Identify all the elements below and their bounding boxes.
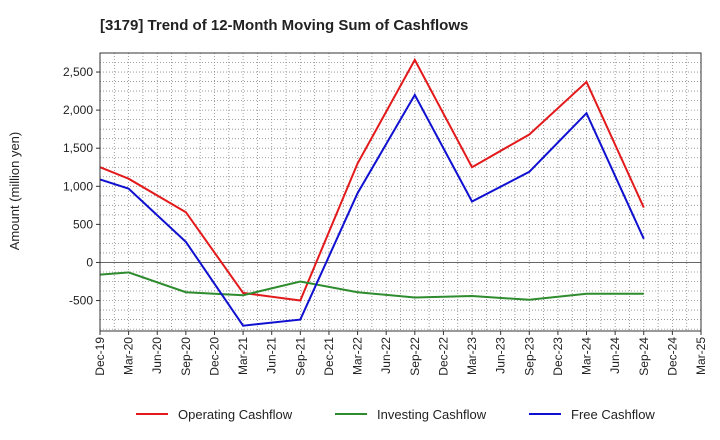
x-tick-label: Dec-23 bbox=[551, 337, 565, 376]
legend-label: Free Cashflow bbox=[571, 407, 655, 422]
series-lines bbox=[99, 57, 645, 327]
plot-frame bbox=[99, 52, 702, 332]
grid-lines bbox=[99, 52, 702, 331]
x-tick-label: Sep-22 bbox=[408, 337, 422, 376]
x-tick-label: Mar-22 bbox=[351, 337, 365, 375]
y-tick-label: 0 bbox=[86, 255, 93, 269]
legend-label: Investing Cashflow bbox=[377, 407, 487, 422]
y-tick-label: 1,500 bbox=[63, 141, 93, 155]
x-tick-label: Dec-24 bbox=[665, 337, 679, 376]
y-tick-label: -500 bbox=[69, 294, 93, 308]
x-tick-label: Mar-24 bbox=[580, 337, 594, 375]
x-tick-label: Dec-20 bbox=[207, 337, 221, 376]
x-tick-label: Sep-20 bbox=[179, 337, 193, 376]
plot-border bbox=[99, 52, 702, 332]
legend-item-operating-cashflow: Operating Cashflow bbox=[136, 407, 293, 422]
y-tick-label: 2,500 bbox=[63, 65, 93, 79]
x-tick-label: Sep-21 bbox=[293, 337, 307, 376]
legend-item-free-cashflow: Free Cashflow bbox=[529, 407, 655, 422]
y-tick-label: 2,000 bbox=[63, 103, 93, 117]
y-tick-label: 500 bbox=[73, 217, 93, 231]
x-tick-label: Jun-24 bbox=[608, 337, 622, 374]
series-line-operating-cashflow bbox=[99, 57, 645, 302]
x-tick-label: Mar-25 bbox=[694, 337, 708, 375]
y-axis-label: Amount (million yen) bbox=[7, 132, 22, 251]
x-tick-label: Jun-21 bbox=[265, 337, 279, 374]
chart-title: [3179] Trend of 12-Month Moving Sum of C… bbox=[100, 17, 468, 34]
series-line-investing-cashflow bbox=[99, 271, 644, 301]
x-tick-label: Dec-21 bbox=[322, 337, 336, 376]
x-tick-label: Mar-20 bbox=[122, 337, 136, 375]
x-tick-label: Jun-22 bbox=[379, 337, 393, 374]
x-tick-label: Jun-20 bbox=[150, 337, 164, 374]
y-axis-ticks: -500 0 500 1,000 1,500 2,000 2,500 bbox=[63, 65, 100, 308]
legend: Operating Cashflow Investing Cashflow Free… bbox=[136, 407, 655, 422]
x-tick-label: Mar-23 bbox=[465, 337, 479, 375]
x-tick-label: Dec-19 bbox=[93, 337, 107, 376]
x-tick-label: Dec-22 bbox=[436, 337, 450, 376]
x-tick-label: Sep-24 bbox=[637, 337, 651, 376]
x-axis-ticks: Dec-19 Mar-20 Jun-20 Sep-20 Dec-20 Mar-21 Jun-… bbox=[93, 331, 708, 376]
x-tick-label: Jun-23 bbox=[494, 337, 508, 374]
x-tick-label: Mar-21 bbox=[236, 337, 250, 375]
series-line-free-cashflow bbox=[99, 92, 645, 327]
y-tick-label: 1,000 bbox=[63, 179, 93, 193]
legend-label: Operating Cashflow bbox=[178, 407, 293, 422]
legend-item-investing-cashflow: Investing Cashflow bbox=[335, 407, 487, 422]
x-tick-label: Sep-23 bbox=[522, 337, 536, 376]
